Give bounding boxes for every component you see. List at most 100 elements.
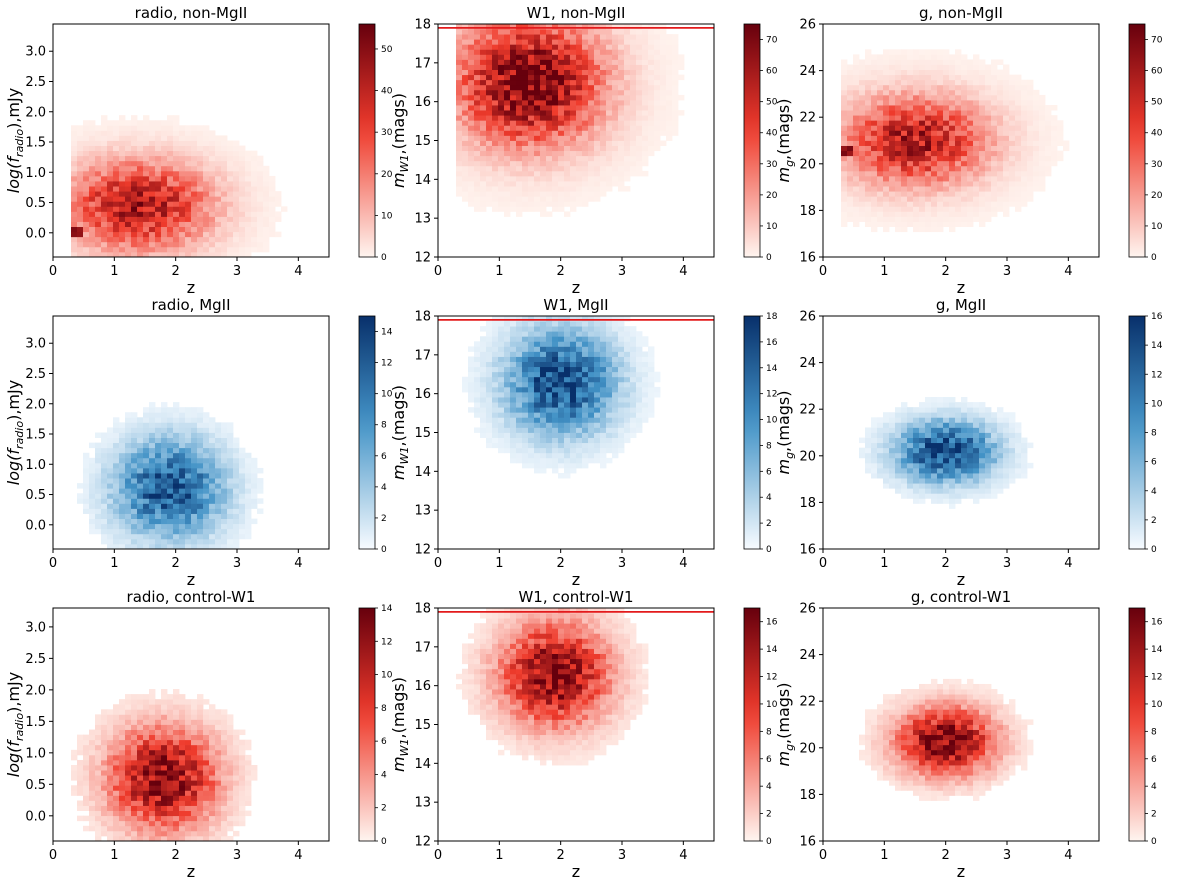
heatmap-cell — [564, 457, 571, 464]
heatmap-cell — [209, 528, 216, 535]
heatmap-cell — [143, 226, 150, 233]
heatmap-cell — [558, 437, 565, 444]
heatmap-cell — [636, 110, 643, 116]
heatmap-cell — [456, 94, 463, 101]
heatmap-cell — [131, 467, 138, 474]
heatmap-cell — [540, 201, 547, 207]
heatmap-cell — [618, 371, 625, 378]
heatmap-cell — [528, 160, 535, 167]
heatmap-cell — [606, 402, 613, 408]
heatmap-cell — [895, 125, 902, 131]
heatmap-cell — [486, 437, 493, 444]
heatmap-cell — [125, 467, 132, 474]
heatmap-cell — [269, 221, 276, 228]
heatmap-cell — [161, 538, 168, 545]
heatmap-cell — [865, 181, 872, 187]
heatmap-cell — [462, 120, 469, 126]
heatmap-cell — [125, 120, 132, 126]
heatmap-cell — [468, 105, 475, 111]
heatmap-cell — [642, 130, 649, 136]
heatmap-cell — [1009, 74, 1016, 81]
heatmap-cell — [931, 79, 938, 86]
heatmap-cell — [961, 110, 968, 116]
heatmap-cell — [257, 483, 264, 489]
heatmap-cell — [967, 99, 974, 106]
heatmap-cell — [925, 216, 932, 222]
heatmap-cell — [901, 79, 908, 86]
heatmap-cell — [907, 191, 914, 197]
heatmap-cell — [203, 221, 210, 228]
heatmap-cell — [883, 79, 890, 86]
heatmap-cell — [1021, 196, 1028, 202]
heatmap-cell — [979, 175, 986, 182]
heatmap-cell — [498, 417, 505, 423]
heatmap-cell — [955, 54, 962, 60]
heatmap-cell — [949, 201, 956, 207]
heatmap-cell — [474, 39, 481, 45]
heatmap-cell — [552, 150, 559, 157]
heatmap-cell — [570, 49, 577, 55]
heatmap-cell — [865, 145, 872, 152]
heatmap-cell — [215, 226, 222, 233]
heatmap-cell — [847, 135, 854, 141]
heatmap-cell — [504, 386, 511, 393]
heatmap-cell — [534, 120, 541, 126]
heatmap-cell — [119, 186, 126, 192]
heatmap-cell — [913, 69, 920, 76]
heatmap-cell — [654, 24, 661, 30]
heatmap-cell — [600, 54, 607, 60]
heatmap-cell — [143, 427, 150, 433]
heatmap-cell — [618, 130, 625, 136]
heatmap-cell — [510, 29, 517, 35]
heatmap-cell — [149, 498, 156, 504]
heatmap-cell — [552, 105, 559, 111]
heatmap-cell — [173, 457, 180, 464]
heatmap-cell — [636, 24, 643, 30]
heatmap-cell — [558, 150, 565, 157]
heatmap-cell — [907, 186, 914, 192]
heatmap-cell — [859, 135, 866, 141]
heatmap-cell — [967, 150, 974, 157]
heatmap-cell — [161, 130, 168, 136]
heatmap-cell — [576, 150, 583, 157]
heatmap-cell — [101, 211, 108, 217]
heatmap-cell — [510, 437, 517, 444]
heatmap-cell — [143, 211, 150, 217]
heatmap-cell — [624, 386, 631, 393]
heatmap-cell — [889, 120, 896, 126]
heatmap-cell — [913, 145, 920, 152]
heatmap-cell — [865, 175, 872, 182]
heatmap-cell — [877, 54, 884, 60]
heatmap-cell — [107, 457, 114, 464]
heatmap-cell — [865, 69, 872, 76]
heatmap-cell — [263, 221, 270, 228]
heatmap-cell — [985, 175, 992, 182]
heatmap-cell — [961, 170, 968, 177]
heatmap-cell — [83, 196, 90, 202]
heatmap-cell — [654, 135, 661, 141]
heatmap-cell — [931, 59, 938, 65]
heatmap-cell — [215, 175, 222, 182]
heatmap-cell — [173, 508, 180, 514]
heatmap-cell — [269, 211, 276, 217]
heatmap-cell — [1027, 150, 1034, 157]
heatmap-cell — [197, 251, 204, 257]
heatmap-cell — [1021, 160, 1028, 167]
heatmap-cell — [961, 125, 968, 131]
heatmap-cell — [931, 206, 938, 212]
heatmap-cell — [209, 437, 216, 444]
heatmap-cell — [245, 150, 252, 157]
heatmap-cell — [1021, 130, 1028, 136]
heatmap-cell — [979, 115, 986, 121]
colorbar-tick-label: 8 — [381, 421, 387, 431]
heatmap-cell — [606, 432, 613, 438]
heatmap-cell — [895, 84, 902, 91]
heatmap-cell — [143, 246, 150, 253]
heatmap-cell — [492, 201, 499, 207]
heatmap-cell — [618, 402, 625, 408]
heatmap-cell — [155, 155, 162, 162]
heatmap-cell — [606, 135, 613, 141]
heatmap-cell — [943, 221, 950, 228]
heatmap-cell — [540, 59, 547, 65]
heatmap-cell — [865, 84, 872, 91]
